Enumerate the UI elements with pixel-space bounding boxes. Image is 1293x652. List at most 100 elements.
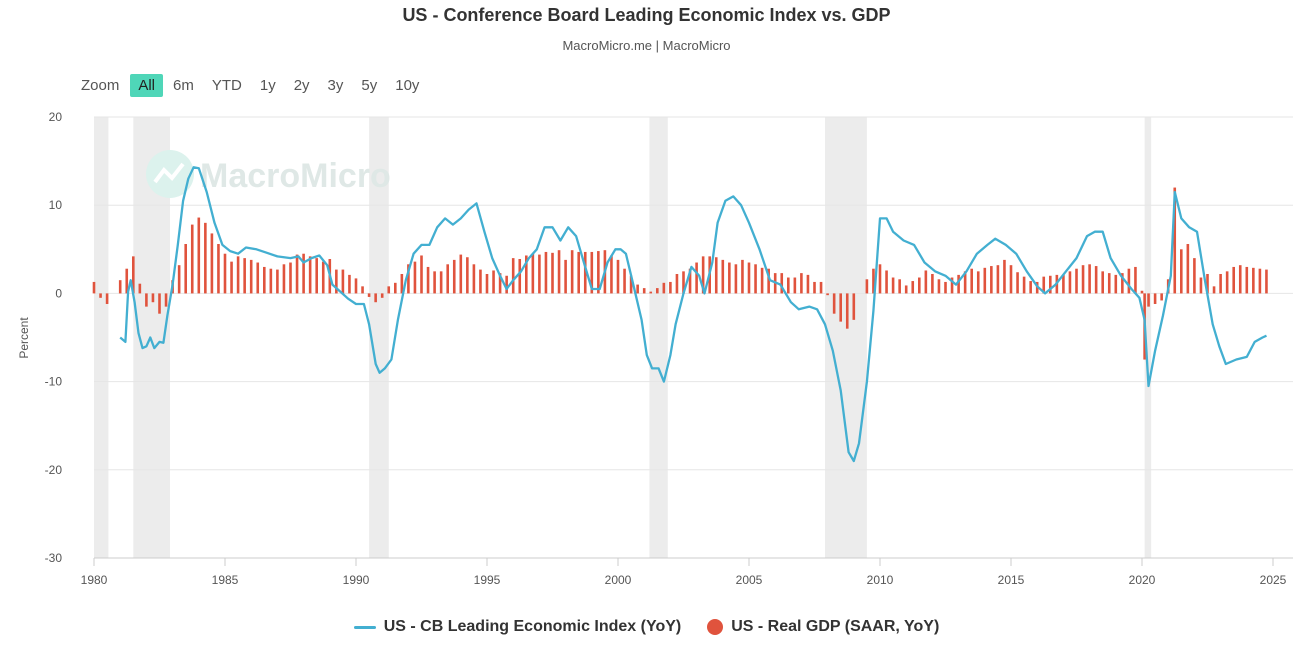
- zoom-2y-button[interactable]: 2y: [293, 77, 310, 94]
- lei-line: [119, 166, 1267, 463]
- zoom-all-button[interactable]: All: [130, 74, 164, 97]
- zoom-3y-button[interactable]: 3y: [327, 77, 344, 94]
- watermark-text: MacroMicro: [200, 157, 391, 195]
- gdp-bar: [695, 262, 698, 294]
- x-tick-label: 2000: [605, 573, 632, 587]
- gdp-bar: [891, 277, 895, 294]
- gdp-bar: [400, 273, 404, 294]
- gdp-bar: [597, 251, 600, 294]
- y-tick-label: 20: [49, 110, 63, 124]
- y-tick-label: 0: [55, 286, 62, 300]
- gdp-bar: [308, 256, 312, 294]
- gdp-bar: [1140, 290, 1144, 294]
- gdp-bar: [590, 251, 594, 294]
- gdp-bar: [662, 282, 666, 294]
- y-axis-label: Percent: [17, 317, 31, 359]
- gdp-bar: [302, 253, 305, 294]
- gdp-bar: [354, 278, 358, 294]
- legend-item-lei[interactable]: US - CB Leading Economic Index (YoY): [353, 618, 682, 636]
- gdp-bar: [433, 271, 436, 294]
- chart-title: US - Conference Board Leading Economic I…: [402, 5, 891, 25]
- gdp-bar: [282, 264, 286, 294]
- recession-band: [369, 117, 389, 558]
- gdp-bar: [747, 262, 751, 294]
- gdp-bar: [570, 250, 574, 294]
- gdp-bar: [177, 265, 181, 294]
- gdp-bar: [531, 253, 535, 294]
- chart-legend: US - CB Leading Economic Index (YoY) US …: [0, 618, 1293, 636]
- gdp-bar: [1088, 264, 1091, 294]
- x-tick-label: 1980: [81, 573, 108, 587]
- gdp-bar: [105, 293, 109, 304]
- gdp-bar: [924, 270, 928, 294]
- zoom-10y-button[interactable]: 10y: [395, 77, 420, 94]
- gdp-bar: [649, 291, 653, 294]
- gdp-bar: [348, 274, 351, 294]
- gdp-bar: [839, 293, 842, 322]
- gdp-bar: [1114, 274, 1118, 294]
- gdp-bar: [963, 271, 967, 294]
- gdp-bar: [623, 268, 626, 294]
- zoom-5y-button[interactable]: 5y: [361, 77, 378, 94]
- gdp-bar: [656, 288, 659, 294]
- gdp-bar: [911, 281, 915, 294]
- zoom-1y-button[interactable]: 1y: [259, 77, 276, 94]
- gdp-bar: [741, 259, 744, 294]
- zoom-6m-button[interactable]: 6m: [173, 77, 194, 94]
- gdp-bar: [714, 257, 718, 294]
- gdp-bar: [420, 255, 423, 294]
- recession-band: [94, 117, 109, 558]
- gdp-bar: [793, 277, 797, 294]
- gdp-bar: [937, 279, 941, 294]
- gdp-bar: [505, 275, 508, 294]
- gdp-bar: [380, 293, 384, 298]
- gdp-bar: [832, 293, 836, 314]
- x-tick-label: 1995: [474, 573, 501, 587]
- gdp-bar: [1094, 266, 1098, 294]
- gdp-bar: [1003, 259, 1006, 294]
- gdp-bar: [1101, 271, 1104, 294]
- gdp-bar: [1062, 274, 1065, 294]
- gdp-bar: [996, 265, 1000, 294]
- gdp-bar: [276, 269, 279, 294]
- zoom-ytd-button[interactable]: YTD: [211, 77, 242, 94]
- gdp-bar: [780, 273, 784, 294]
- recession-band: [824, 117, 867, 558]
- legend-item-gdp[interactable]: US - Real GDP (SAAR, YoY): [707, 618, 939, 636]
- gdp-bar: [151, 293, 155, 303]
- gdp-bar: [564, 259, 567, 294]
- gdp-bar: [1219, 273, 1222, 294]
- gdp-bar: [669, 281, 672, 294]
- gdp-bar: [387, 286, 391, 294]
- gdp-bar: [1180, 249, 1183, 294]
- gdp-bar: [787, 277, 790, 294]
- gdp-bar: [413, 261, 417, 294]
- legend-label-gdp: US - Real GDP (SAAR, YoY): [731, 618, 940, 635]
- y-tick-label: -20: [45, 463, 63, 477]
- zoom-label: Zoom: [81, 77, 120, 94]
- gdp-bar: [931, 273, 934, 294]
- gdp-bar: [118, 280, 122, 294]
- gdp-bar: [1206, 273, 1209, 294]
- gdp-bar: [197, 217, 201, 294]
- y-tick-label: -10: [45, 375, 63, 389]
- gdp-bar: [367, 293, 371, 297]
- gdp-bar: [1075, 268, 1078, 294]
- gdp-bar: [682, 271, 685, 294]
- gdp-bar: [976, 271, 980, 294]
- gdp-bar: [990, 266, 993, 294]
- gdp-bar: [760, 267, 764, 294]
- gdp-bar: [1029, 281, 1032, 294]
- gdp-bar: [1121, 273, 1124, 294]
- gdp-bar: [511, 258, 515, 294]
- legend-label-lei: US - CB Leading Economic Index (YoY): [383, 618, 682, 635]
- gdp-bar: [852, 293, 856, 320]
- gdp-bar: [754, 264, 757, 294]
- gdp-bar: [341, 269, 345, 294]
- gdp-bar: [361, 286, 364, 294]
- gdp-bar: [243, 258, 246, 294]
- gdp-bar: [1016, 272, 1019, 294]
- x-tick-label: 2005: [736, 573, 763, 587]
- gdp-bar: [1193, 258, 1196, 294]
- gdp-bar: [446, 264, 449, 294]
